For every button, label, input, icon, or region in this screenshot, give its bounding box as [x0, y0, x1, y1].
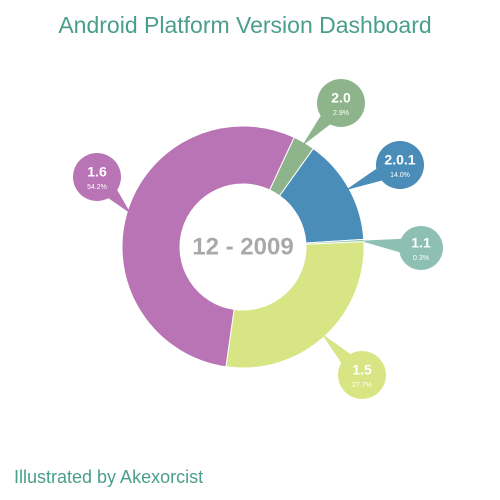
- callout-bubble: [338, 351, 386, 399]
- callout-name: 1.6: [87, 164, 107, 180]
- callout-name: 1.5: [352, 362, 372, 378]
- callout-bubble: [317, 79, 365, 127]
- callout-value: 27.7%: [352, 382, 372, 389]
- donut-slice: [225, 241, 365, 369]
- credit: Illustrated by Akexorcist: [14, 467, 203, 487]
- callout-bubble: [399, 226, 443, 270]
- plot: 2.0 2.9% 2.0.1 14.0% 1.1 0.3% 1.5 27.7% 1.6 54.2%: [73, 79, 443, 399]
- callout-name: 2.0.1: [384, 152, 415, 168]
- callout-value: 0.3%: [413, 255, 429, 262]
- donut-slice: [121, 125, 295, 368]
- callout-bubble: [376, 141, 424, 189]
- callout-value: 2.9%: [333, 110, 349, 117]
- callout-value: 54.2%: [87, 184, 107, 191]
- callout-name: 2.0: [331, 90, 351, 106]
- callout-value: 14.0%: [390, 172, 410, 179]
- callout-bubble: [73, 153, 121, 201]
- chart-title: Android Platform Version Dashboard: [58, 12, 431, 38]
- callout-name: 1.1: [411, 235, 431, 251]
- center-label: 12 - 2009: [192, 233, 293, 260]
- callout-pointer: [359, 238, 409, 255]
